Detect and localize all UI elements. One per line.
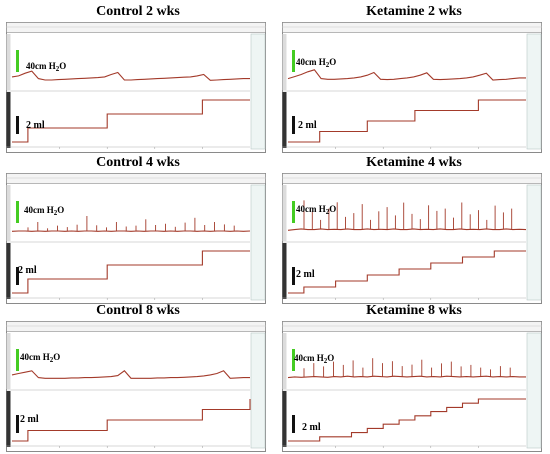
volume-scale-label: 2 ml xyxy=(26,120,45,131)
volume-scale-label: 2 ml xyxy=(296,269,315,280)
volume-scale-label: 2 ml xyxy=(20,414,39,425)
frame-border xyxy=(282,321,542,452)
pressure-scale-label: 40cm H2O xyxy=(296,204,337,216)
volume-scale-bar xyxy=(16,116,19,134)
recording-svg xyxy=(282,321,542,452)
pressure-scale-bar xyxy=(292,201,295,223)
left-strip-volume xyxy=(6,92,11,148)
header-strip xyxy=(6,173,266,184)
pressure-trace xyxy=(287,375,526,379)
panel-title: Control 2 wks xyxy=(96,4,180,19)
recording-frame: 40cm H2O 2 ml xyxy=(282,321,542,452)
right-axis-strip xyxy=(250,332,266,449)
panel-control-2wks: Control 2 wks 40cm H2O 2 ml xyxy=(4,4,272,155)
recording-svg xyxy=(6,173,266,304)
panel-title: Control 4 wks xyxy=(96,155,180,170)
recording-frame: 40cm H2O 2 ml xyxy=(282,22,542,153)
pressure-scale-label: 40cm H2O xyxy=(24,205,65,217)
left-strip-volume xyxy=(6,243,11,299)
left-strip-pressure xyxy=(282,185,287,241)
pressure-trace xyxy=(11,70,250,81)
right-axis-strip xyxy=(526,33,542,150)
volume-trace xyxy=(288,250,526,294)
panel-control-8wks: Control 8 wks 40cm H2O 2 ml xyxy=(4,303,272,454)
header-strip xyxy=(282,22,542,33)
right-axis-strip xyxy=(250,184,266,301)
pressure-scale-bar xyxy=(16,349,19,371)
pressure-trace xyxy=(287,228,527,231)
recording-svg xyxy=(282,173,542,304)
pressure-scale-label: 40cm H2O xyxy=(26,61,67,73)
right-axis-strip xyxy=(526,184,542,301)
pressure-scale-bar xyxy=(16,201,19,223)
pressure-scale-bar xyxy=(16,50,19,72)
volume-scale-bar xyxy=(292,415,295,433)
recording-frame: 40cm H2O 2 ml xyxy=(6,321,266,452)
frame-border xyxy=(6,173,266,304)
right-axis-strip xyxy=(250,33,266,150)
panel-control-4wks: Control 4 wks 40cm H2O 2 ml xyxy=(4,155,272,306)
volume-scale-label: 2 ml xyxy=(302,422,321,433)
left-strip-volume xyxy=(282,243,287,299)
left-strip-pressure xyxy=(282,34,287,90)
left-strip-volume xyxy=(6,391,11,447)
volume-scale-bar xyxy=(292,116,295,134)
recording-frame: 40cm H2O 2 ml xyxy=(6,173,266,304)
left-strip-pressure xyxy=(6,34,11,90)
pressure-scale-bar xyxy=(292,349,295,371)
volume-trace xyxy=(12,99,250,143)
recording-frame: 40cm H2O 2 ml xyxy=(282,173,542,304)
panel-title: Control 8 wks xyxy=(96,303,180,318)
frame-border xyxy=(6,22,266,153)
recording-svg xyxy=(6,22,266,153)
left-strip-pressure xyxy=(282,333,287,389)
left-strip-pressure xyxy=(6,333,11,389)
volume-trace xyxy=(12,399,251,442)
panel-ketamine-2wks: Ketamine 2 wks 40cm H2O 2 ml xyxy=(280,4,548,155)
panel-title: Ketamine 2 wks xyxy=(366,4,462,19)
left-strip-volume xyxy=(282,92,287,148)
volume-trace xyxy=(288,99,526,143)
left-strip-volume xyxy=(282,391,287,447)
header-strip xyxy=(282,173,542,184)
volume-trace xyxy=(12,250,250,294)
pressure-scale-bar xyxy=(292,50,295,72)
panel-ketamine-4wks: Ketamine 4 wks 40cm H2O 2 ml xyxy=(280,155,548,306)
pressure-scale-label: 40cm H2O xyxy=(294,353,335,365)
recording-svg xyxy=(282,22,542,153)
pressure-trace xyxy=(11,370,250,379)
header-strip xyxy=(282,321,542,332)
panel-title: Ketamine 8 wks xyxy=(366,303,462,318)
pressure-trace xyxy=(287,69,526,81)
header-strip xyxy=(6,22,266,33)
recording-svg xyxy=(6,321,266,452)
volume-scale-bar xyxy=(292,267,295,285)
pressure-scale-label: 40cm H2O xyxy=(296,57,337,69)
panel-ketamine-8wks: Ketamine 8 wks 40cm H2O 2 ml xyxy=(280,303,548,454)
pressure-scale-label: 40cm H2O xyxy=(20,352,61,364)
frame-border xyxy=(6,321,266,452)
right-axis-strip xyxy=(526,332,542,449)
volume-trace xyxy=(288,398,526,442)
frame-border xyxy=(282,173,542,304)
frame-border xyxy=(282,22,542,153)
volume-scale-label: 2 ml xyxy=(18,265,37,276)
volume-scale-bar xyxy=(16,267,19,285)
volume-scale-label: 2 ml xyxy=(298,120,317,131)
volume-scale-bar xyxy=(16,415,19,433)
recording-frame: 40cm H2O 2 ml xyxy=(6,22,266,153)
header-strip xyxy=(6,321,266,332)
panel-title: Ketamine 4 wks xyxy=(366,155,462,170)
left-strip-pressure xyxy=(6,185,11,241)
